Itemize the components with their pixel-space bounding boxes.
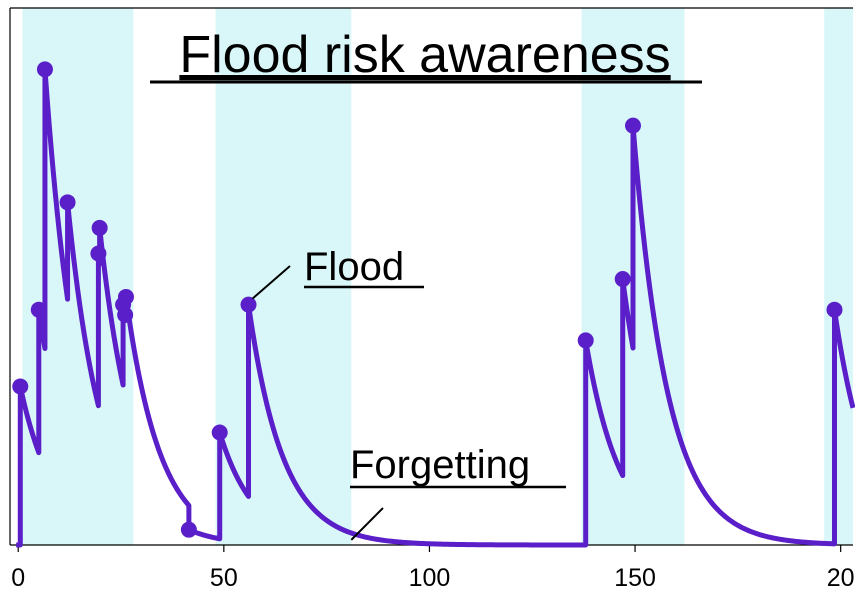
x-tick-label-0: 0	[11, 564, 25, 592]
flood-point-7	[117, 306, 134, 323]
flood-point-4	[90, 245, 107, 262]
flood-annotation-label: Flood	[304, 245, 404, 289]
flood-point-1	[30, 301, 47, 318]
flood-point-12	[577, 332, 594, 349]
flood-point-2	[36, 61, 53, 78]
awareness-line	[16, 66, 855, 548]
forgetting-annotation-leader	[350, 507, 384, 541]
forgetting-annotation-label: Forgetting	[350, 443, 530, 487]
highlight-band-3	[824, 8, 853, 545]
flood-point-15	[826, 301, 843, 318]
x-tick-label-2: 100	[409, 564, 451, 592]
x-tick-label-1: 50	[210, 564, 238, 592]
flood-point-10	[211, 424, 228, 441]
flood-point-5	[91, 219, 108, 236]
flood-point-14	[624, 117, 641, 134]
flood-point-9	[180, 521, 197, 538]
flood-annotation-leader	[251, 265, 291, 300]
flood-point-0	[12, 378, 29, 395]
flood-point-3	[59, 194, 76, 211]
x-tick-label-3: 150	[614, 564, 656, 592]
flood-point-13	[614, 271, 631, 288]
flood-point-8	[117, 288, 134, 305]
chart-title: Flood risk awareness	[179, 26, 670, 84]
flood-point-11	[240, 296, 257, 313]
x-tick-label-4: 20	[827, 564, 855, 592]
